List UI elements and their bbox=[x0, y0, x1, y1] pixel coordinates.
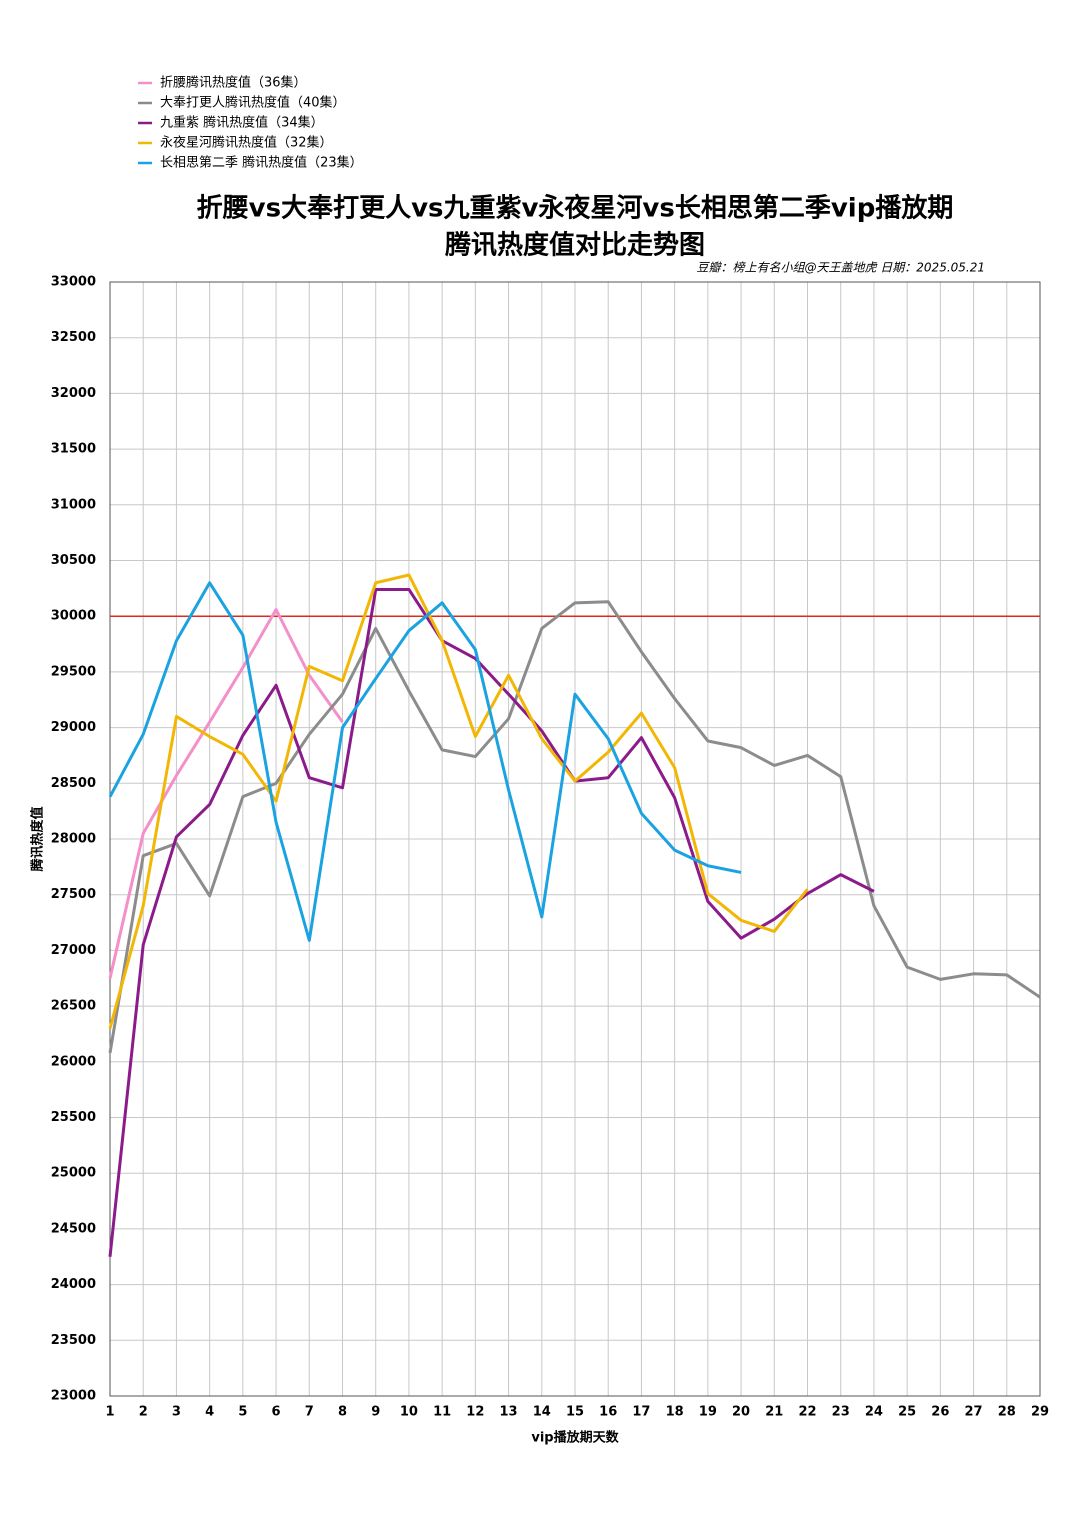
plot-frame bbox=[109, 281, 1041, 1397]
x-axis-label: vip播放期天数 bbox=[531, 1430, 619, 1446]
y-tick-label: 26500 bbox=[51, 999, 96, 1014]
y-axis-label: 腾讯热度值 bbox=[30, 806, 46, 872]
x-tick-label: 18 bbox=[666, 1405, 684, 1420]
y-tick-label: 28000 bbox=[51, 832, 96, 847]
series-line bbox=[108, 608, 344, 979]
y-tick-label: 23500 bbox=[51, 1333, 96, 1348]
x-tick-label: 22 bbox=[798, 1405, 816, 1420]
x-tick-label: 25 bbox=[898, 1405, 916, 1420]
y-tick-label: 26000 bbox=[51, 1054, 96, 1069]
annotation: 豆瓣：榜上有名小组@天王盖地虎 日期：2025.05.21 bbox=[696, 261, 985, 275]
y-tick-label: 23000 bbox=[51, 1389, 96, 1404]
x-tick-label: 4 bbox=[205, 1405, 214, 1420]
x-tick-label: 20 bbox=[732, 1405, 750, 1420]
y-tick-label: 27000 bbox=[51, 943, 96, 958]
y-tick-label: 32500 bbox=[51, 330, 96, 345]
legend-label: 长相思第二季 腾讯热度值（23集） bbox=[160, 155, 363, 171]
y-tick-label: 24000 bbox=[51, 1277, 96, 1292]
x-tick-label: 7 bbox=[305, 1405, 314, 1420]
y-tick-label: 25000 bbox=[51, 1166, 96, 1181]
y-tick-label: 27500 bbox=[51, 887, 96, 902]
y-tick-label: 31500 bbox=[51, 442, 96, 457]
y-tick-label: 30000 bbox=[51, 609, 96, 624]
x-tick-label: 5 bbox=[238, 1405, 247, 1420]
series-line bbox=[108, 573, 809, 1029]
x-tick-label: 28 bbox=[998, 1405, 1016, 1420]
x-tick-label: 16 bbox=[599, 1405, 617, 1420]
x-tick-label: 8 bbox=[338, 1405, 347, 1420]
y-tick-label: 28500 bbox=[51, 776, 96, 791]
y-tick-label: 29000 bbox=[51, 720, 96, 735]
x-tick-label: 27 bbox=[965, 1405, 983, 1420]
x-tick-label: 26 bbox=[931, 1405, 949, 1420]
x-tick-label: 24 bbox=[865, 1405, 883, 1420]
y-tick-label: 24500 bbox=[51, 1221, 96, 1236]
y-tick-label: 31000 bbox=[51, 497, 96, 512]
legend-label: 折腰腾讯热度值（36集） bbox=[160, 75, 307, 91]
legend-label: 大奉打更人腾讯热度值（40集） bbox=[160, 95, 346, 111]
x-tick-label: 29 bbox=[1031, 1405, 1049, 1420]
x-tick-label: 12 bbox=[466, 1405, 484, 1420]
x-tick-label: 21 bbox=[765, 1405, 783, 1420]
x-tick-label: 13 bbox=[500, 1405, 518, 1420]
y-tick-label: 30500 bbox=[51, 553, 96, 568]
x-tick-label: 1 bbox=[105, 1405, 114, 1420]
x-tick-label: 14 bbox=[533, 1405, 551, 1420]
x-tick-label: 3 bbox=[172, 1405, 181, 1420]
x-tick-label: 23 bbox=[832, 1405, 850, 1420]
x-tick-label: 2 bbox=[139, 1405, 148, 1420]
x-tick-label: 6 bbox=[272, 1405, 281, 1420]
legend-label: 九重紫 腾讯热度值（34集） bbox=[160, 115, 324, 131]
y-tick-label: 32000 bbox=[51, 386, 96, 401]
x-tick-label: 10 bbox=[400, 1405, 418, 1420]
x-tick-label: 19 bbox=[699, 1405, 717, 1420]
series-line bbox=[108, 581, 742, 942]
y-tick-label: 33000 bbox=[51, 275, 96, 290]
series-line bbox=[108, 587, 875, 1257]
x-tick-label: 11 bbox=[433, 1405, 451, 1420]
x-tick-label: 9 bbox=[371, 1405, 380, 1420]
y-tick-label: 25500 bbox=[51, 1110, 96, 1125]
x-tick-label: 15 bbox=[566, 1405, 584, 1420]
chart-title: 腾讯热度值对比走势图 bbox=[445, 230, 705, 261]
chart-title: 折腰vs大奉打更人vs九重紫v永夜星河vs长相思第二季vip播放期 bbox=[197, 193, 954, 224]
x-tick-label: 17 bbox=[632, 1405, 650, 1420]
legend-label: 永夜星河腾讯热度值（32集） bbox=[160, 135, 333, 151]
y-tick-label: 29500 bbox=[51, 664, 96, 679]
